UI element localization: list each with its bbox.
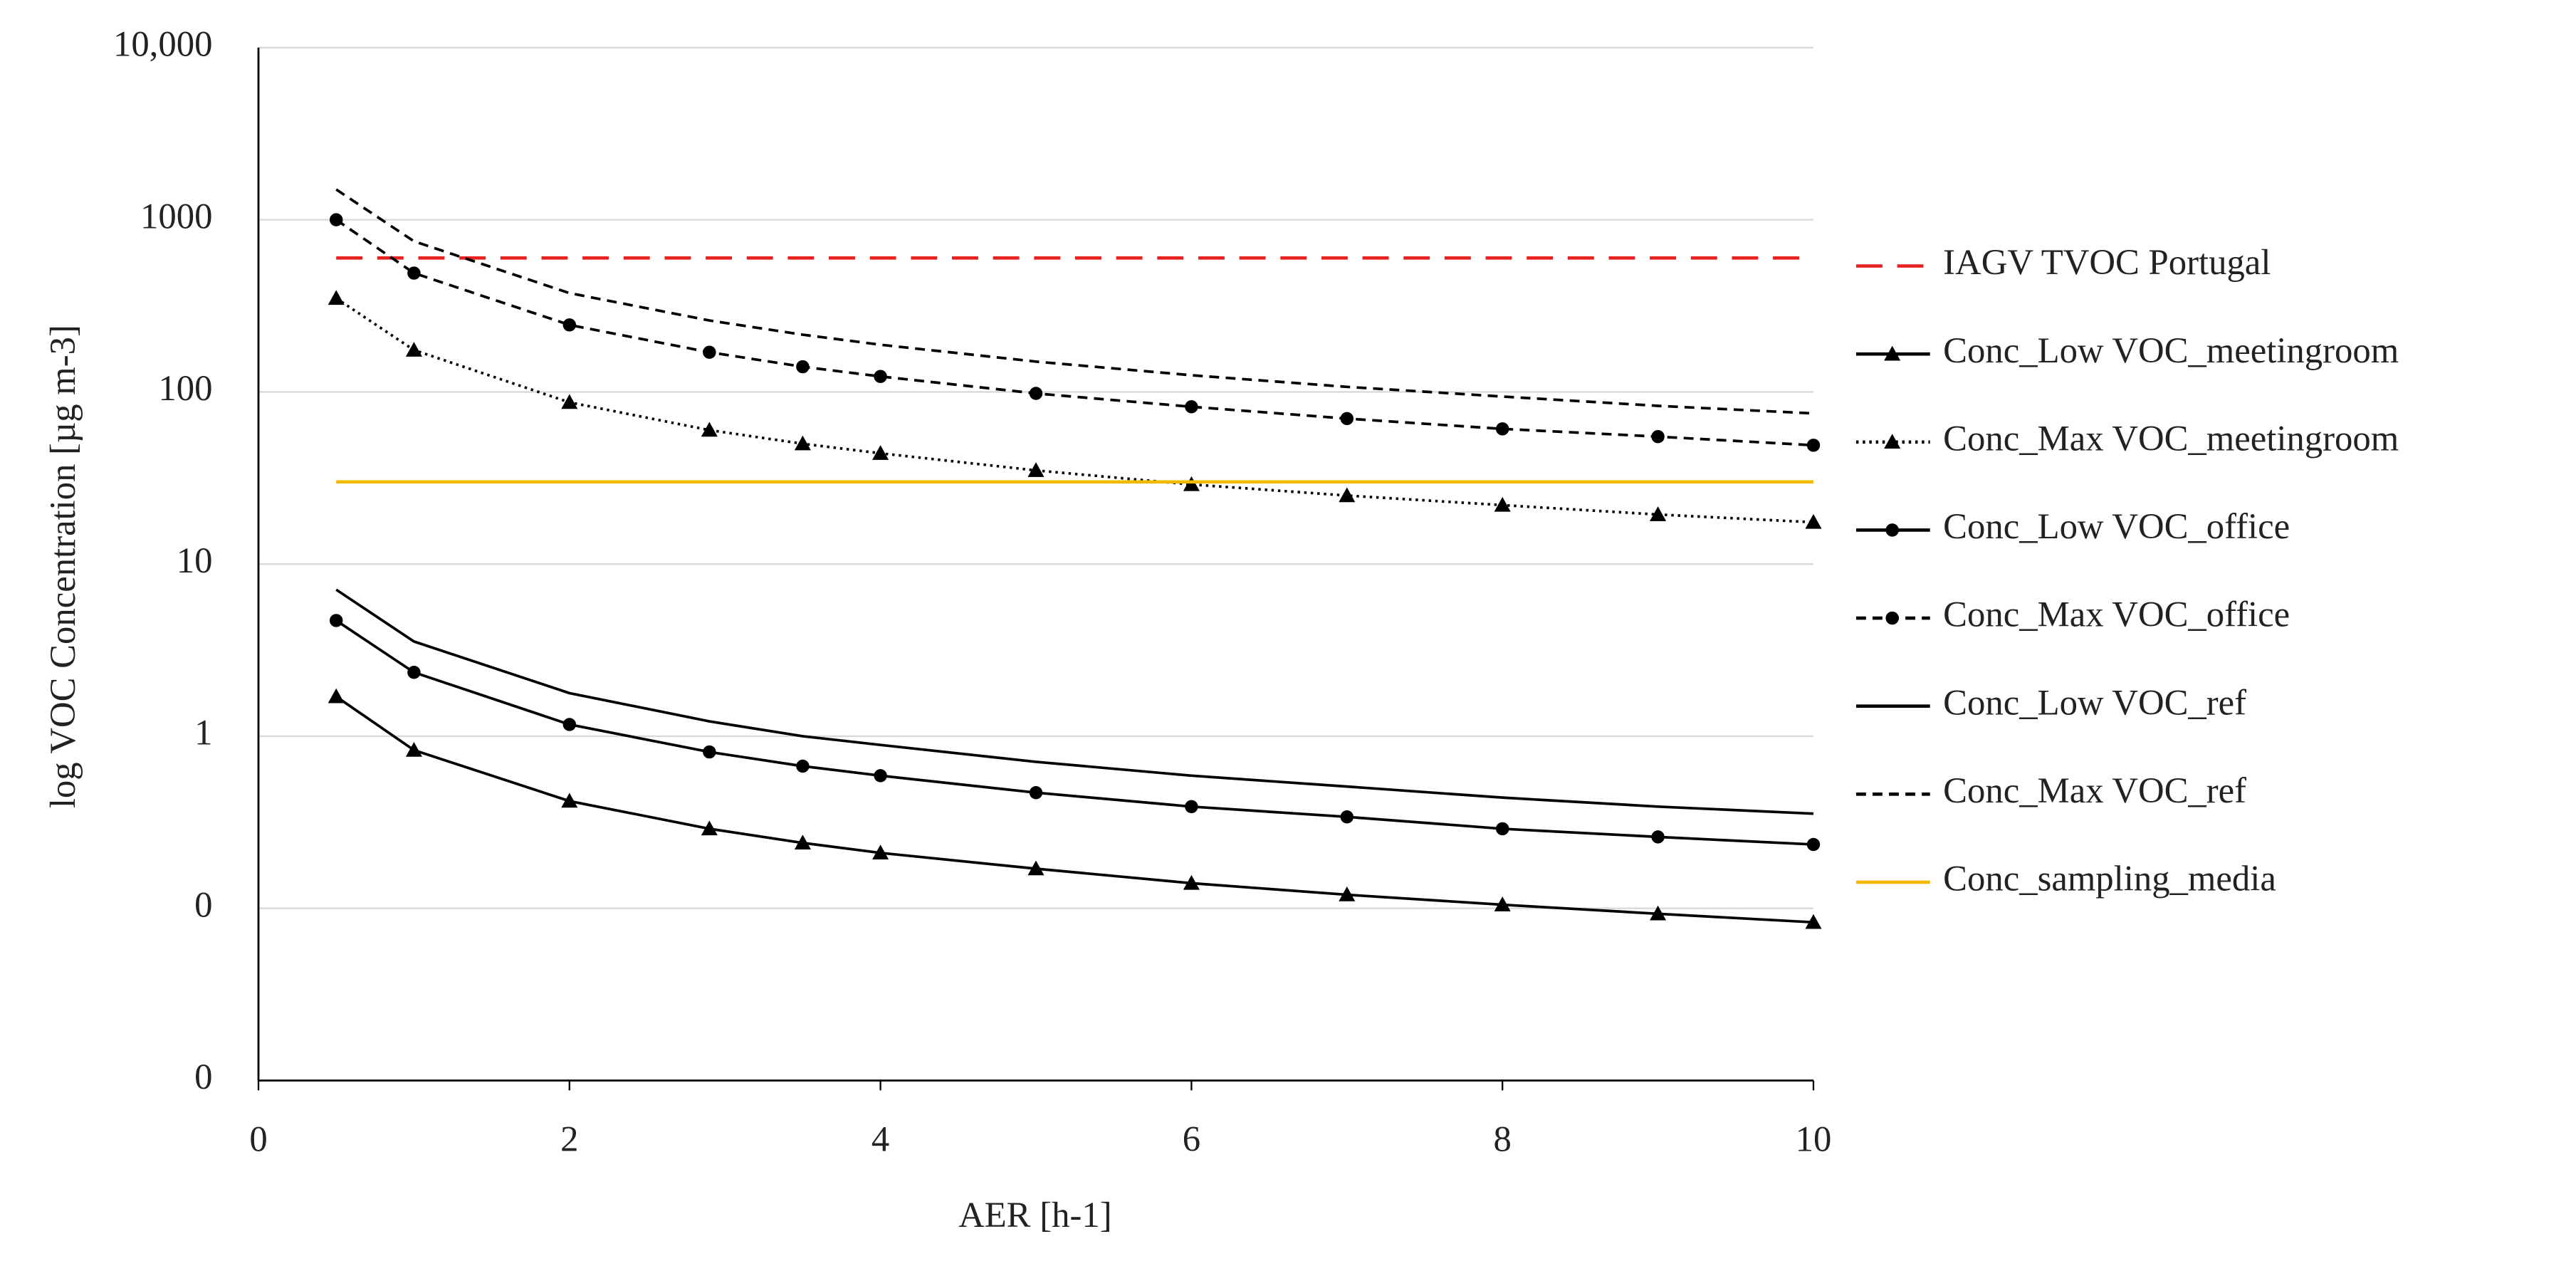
marker xyxy=(1885,611,1899,625)
marker xyxy=(1495,422,1509,436)
legend-label: Conc_Low VOC_office xyxy=(1943,506,2290,546)
x-tick-label: 2 xyxy=(560,1119,578,1159)
marker xyxy=(1339,886,1356,901)
series-line xyxy=(335,219,1814,447)
y-tick-label: 10,000 xyxy=(113,24,212,64)
marker xyxy=(328,688,345,704)
marker xyxy=(1651,429,1665,444)
marker xyxy=(1885,523,1899,537)
y-tick-label: 0 xyxy=(194,884,212,924)
y-tick-label: 1 xyxy=(194,713,212,753)
y-tick-label: 0 xyxy=(194,1057,212,1097)
series-line xyxy=(335,619,1814,846)
y-axis-label: log VOC Concentration [µg m-3] xyxy=(43,325,83,808)
marker xyxy=(405,342,422,357)
marker xyxy=(1650,905,1667,921)
marker xyxy=(1650,506,1667,521)
marker xyxy=(1185,800,1198,814)
series-line xyxy=(335,695,1814,924)
marker xyxy=(874,769,887,783)
y-tick-label: 100 xyxy=(158,368,212,408)
series-line xyxy=(335,188,1814,415)
marker xyxy=(329,614,343,627)
y-tick-label: 10 xyxy=(177,540,213,580)
marker xyxy=(1183,476,1200,491)
series-line xyxy=(335,297,1814,524)
marker xyxy=(1805,513,1822,529)
marker xyxy=(794,435,811,451)
marker xyxy=(1029,785,1043,800)
marker xyxy=(1494,496,1511,512)
x-tick-label: 4 xyxy=(871,1119,889,1159)
marker xyxy=(1651,830,1665,844)
marker xyxy=(1884,345,1901,361)
marker xyxy=(405,741,422,757)
x-tick-label: 8 xyxy=(1494,1119,1512,1159)
marker xyxy=(701,422,718,437)
legend-label: Conc_sampling_media xyxy=(1943,859,2276,899)
x-tick-label: 10 xyxy=(1796,1119,1832,1159)
marker xyxy=(701,820,718,836)
marker xyxy=(1805,914,1822,929)
marker xyxy=(1494,896,1511,911)
marker xyxy=(1884,434,1901,449)
marker xyxy=(328,290,345,305)
marker xyxy=(1029,387,1043,400)
legend-label: IAGV TVOC Portugal xyxy=(1943,242,2271,282)
marker xyxy=(1183,874,1200,890)
x-axis-label: AER [h-1] xyxy=(958,1195,1112,1235)
marker xyxy=(794,835,811,850)
marker xyxy=(562,318,577,332)
marker xyxy=(1339,487,1356,503)
marker xyxy=(1185,400,1198,414)
marker xyxy=(407,666,421,679)
legend-label: Conc_Low VOC_ref xyxy=(1943,682,2246,722)
x-tick-label: 0 xyxy=(249,1119,267,1159)
marker xyxy=(796,759,810,773)
marker xyxy=(874,370,887,383)
legend-label: Conc_Max VOC_meetingroom xyxy=(1943,418,2399,458)
marker xyxy=(1027,462,1044,477)
marker xyxy=(872,844,889,860)
marker xyxy=(703,345,716,359)
marker xyxy=(872,445,889,460)
marker xyxy=(1806,439,1821,452)
marker xyxy=(562,718,577,731)
x-tick-label: 6 xyxy=(1183,1119,1200,1159)
marker xyxy=(1027,860,1044,876)
marker xyxy=(1340,810,1354,824)
marker xyxy=(1806,837,1821,852)
marker xyxy=(407,266,421,280)
series-line xyxy=(335,588,1814,815)
y-tick-label: 1000 xyxy=(140,196,212,236)
marker xyxy=(329,213,343,226)
marker xyxy=(561,793,578,808)
legend-label: Conc_Max VOC_office xyxy=(1943,595,2290,634)
marker xyxy=(1340,412,1354,426)
legend-label: Conc_Max VOC_ref xyxy=(1943,770,2246,810)
marker xyxy=(703,745,716,759)
marker xyxy=(796,360,810,374)
legend-label: Conc_Low VOC_meetingroom xyxy=(1943,330,2399,370)
marker xyxy=(1495,822,1509,836)
marker xyxy=(561,394,578,409)
